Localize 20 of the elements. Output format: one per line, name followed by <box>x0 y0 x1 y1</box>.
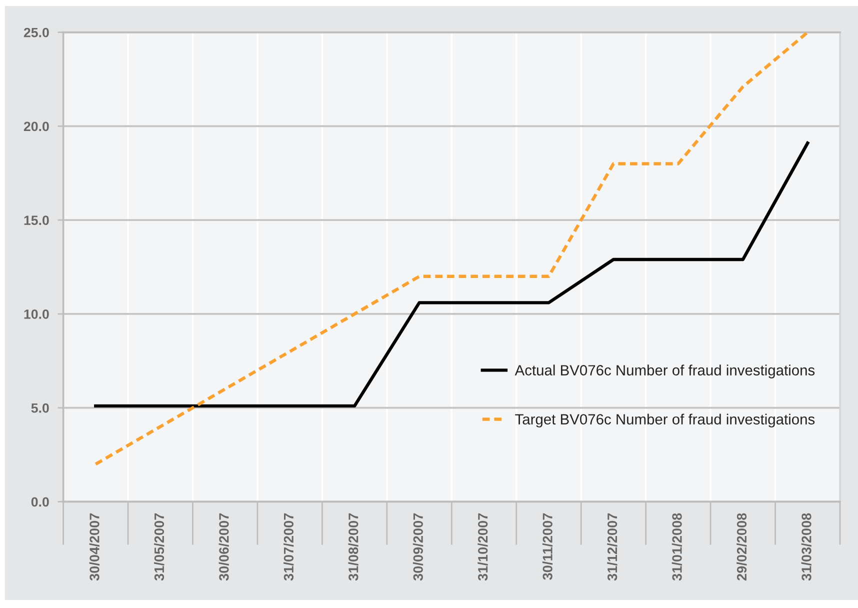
x-tick-label: 29/02/2008 <box>736 513 747 580</box>
x-tick-label: 30/09/2007 <box>412 513 424 581</box>
x-tick-label: 30/11/2007 <box>542 513 553 580</box>
y-tick-label: 20.0 <box>24 122 49 132</box>
y-tick-label: 0.0 <box>31 497 49 507</box>
x-tick-label: 31/05/2007 <box>154 513 164 581</box>
y-tick-label: 10.0 <box>24 309 49 319</box>
x-tick-label: 30/06/2007 <box>218 513 229 581</box>
y-tick-label: 5.0 <box>31 403 49 413</box>
x-tick-label: 31/07/2007 <box>283 513 294 581</box>
legend-label: Target BV076c Number of fraud investigations <box>515 414 815 428</box>
x-tick-label: 31/12/2007 <box>607 513 618 581</box>
x-tick-label: 31/10/2007 <box>478 513 488 581</box>
y-tick-label: 25.0 <box>24 28 49 38</box>
x-tick-label: 31/08/2007 <box>348 513 358 581</box>
legend-label: Actual BV076c Number of fraud investigations <box>514 364 815 378</box>
x-tick-label: 31/03/2008 <box>801 513 812 581</box>
x-tick-label: 31/01/2008 <box>672 513 682 581</box>
y-tick-label: 15.0 <box>24 216 49 226</box>
x-tick-label: 30/04/2007 <box>89 513 100 581</box>
